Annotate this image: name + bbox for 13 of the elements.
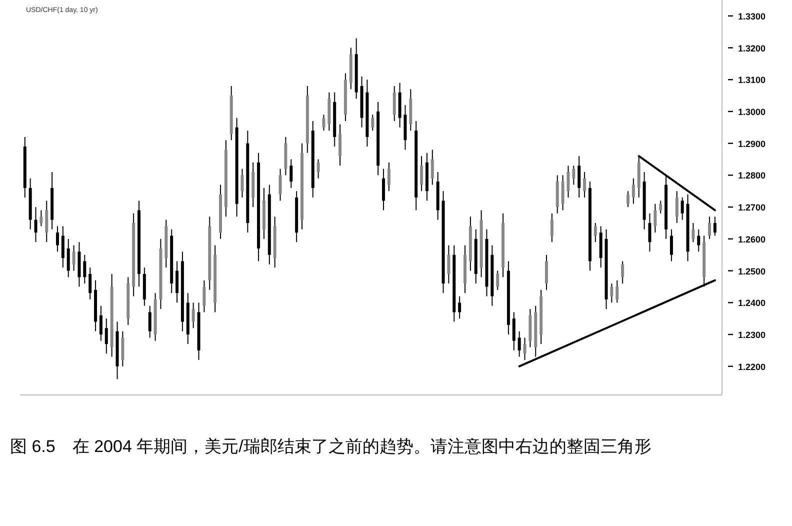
y-tick-label: 1.3300 (738, 11, 766, 22)
y-tick-label: 1.2900 (738, 138, 766, 149)
y-tick-label: 1.2400 (738, 298, 766, 308)
caption: 图 6.5 在 2004 年期间，美元/瑞郎结束了之前的趋势。请注意图中右边的整固三角形 (10, 437, 652, 456)
y-tick-label: 1.2800 (738, 170, 766, 181)
y-tick-label: 1.2200 (738, 362, 766, 372)
y-tick-label: 1.3000 (738, 106, 766, 117)
y-tick-label: 1.3200 (738, 43, 766, 54)
y-tick-label: 1.3100 (738, 75, 766, 86)
y-tick-label: 1.2500 (738, 266, 766, 276)
y-tick-label: 1.2300 (738, 330, 766, 340)
y-tick-label: 1.2600 (738, 234, 766, 244)
y-tick-label: 1.2700 (738, 202, 766, 213)
